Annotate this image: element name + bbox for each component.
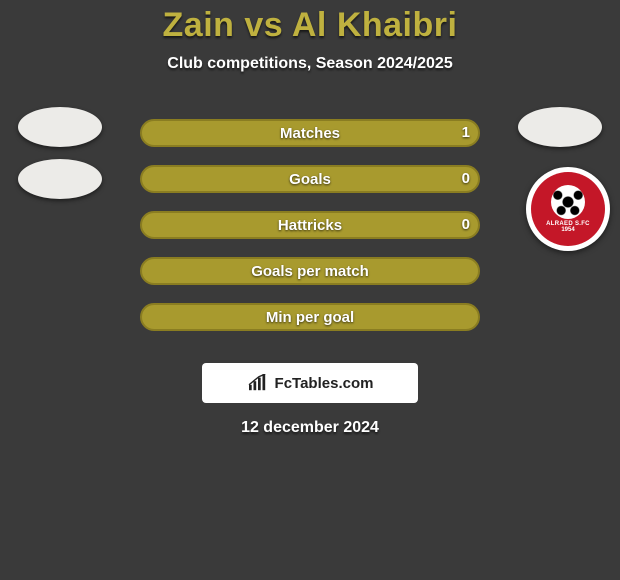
stat-value-right: 1 bbox=[462, 119, 470, 147]
page-subtitle: Club competitions, Season 2024/2025 bbox=[0, 55, 620, 73]
watermark: FcTables.com bbox=[202, 363, 418, 403]
stat-bars: Matches 1 ALRAED S.FC 1954 Goals 0 Hattr… bbox=[0, 109, 620, 339]
player-left-avatar-2 bbox=[18, 159, 102, 199]
stat-row: Goals per match bbox=[0, 247, 620, 293]
page-title: Zain vs Al Khaibri bbox=[0, 0, 620, 45]
stat-bar: Goals bbox=[140, 165, 480, 193]
stat-row: Min per goal bbox=[0, 293, 620, 339]
watermark-text: FcTables.com bbox=[275, 375, 374, 392]
stat-row: ALRAED S.FC 1954 Goals 0 bbox=[0, 155, 620, 201]
stat-label: Matches bbox=[280, 125, 340, 142]
stat-label: Goals per match bbox=[251, 263, 369, 280]
date-text: 12 december 2024 bbox=[0, 419, 620, 437]
stat-bar: Min per goal bbox=[140, 303, 480, 331]
stat-label: Hattricks bbox=[278, 217, 342, 234]
stat-bar: Matches bbox=[140, 119, 480, 147]
stat-row: Matches 1 bbox=[0, 109, 620, 155]
stat-row: Hattricks 0 bbox=[0, 201, 620, 247]
stat-bar: Goals per match bbox=[140, 257, 480, 285]
comparison-card: Zain vs Al Khaibri Club competitions, Se… bbox=[0, 0, 620, 580]
stat-value-right: 0 bbox=[462, 211, 470, 239]
bar-chart-icon bbox=[247, 374, 269, 392]
stat-label: Min per goal bbox=[266, 309, 354, 326]
player-right-avatar bbox=[518, 107, 602, 147]
player-left-avatar bbox=[18, 107, 102, 147]
stat-label: Goals bbox=[289, 171, 331, 188]
stat-value-right: 0 bbox=[462, 165, 470, 193]
stat-bar: Hattricks bbox=[140, 211, 480, 239]
